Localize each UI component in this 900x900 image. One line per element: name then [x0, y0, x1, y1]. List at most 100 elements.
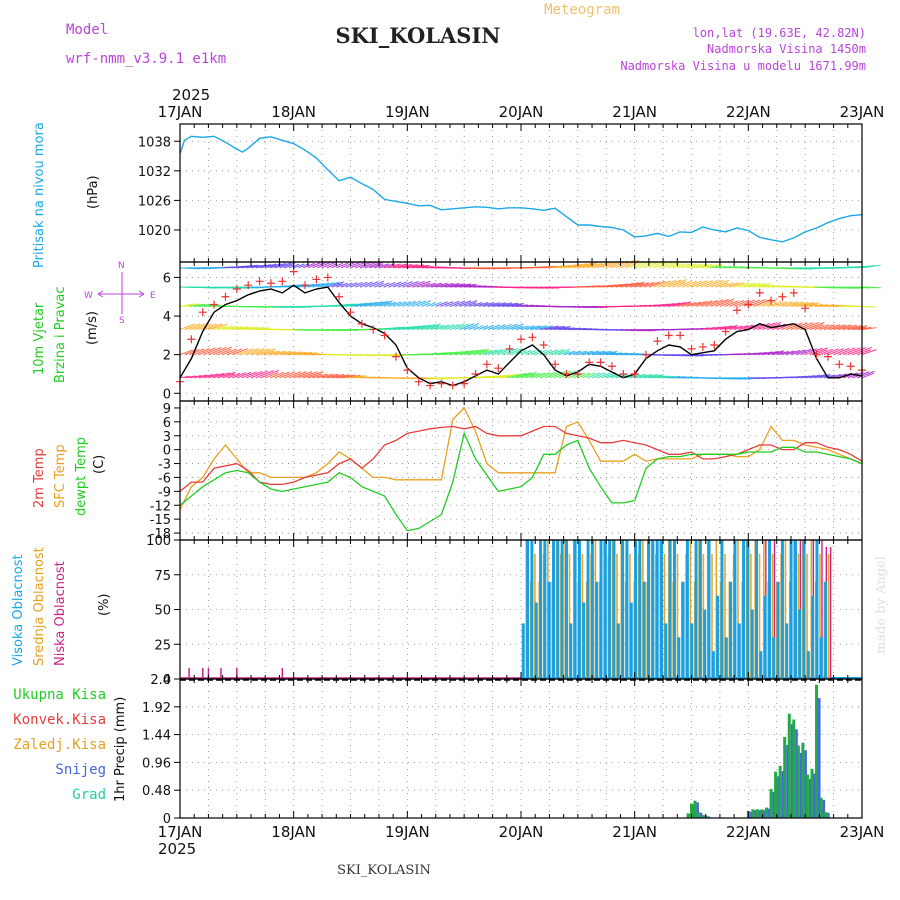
wind-barb [307, 262, 321, 269]
wind-barb [179, 323, 195, 331]
wind-barb [501, 302, 524, 307]
wind-gust-marker [812, 350, 821, 359]
precip-bar-snow [799, 752, 803, 818]
precip-bar-snow [781, 771, 785, 818]
wind-barb [752, 322, 771, 331]
wind-barb [558, 350, 570, 356]
wind-barb [231, 348, 248, 356]
wind-barb [307, 282, 325, 288]
wind-barb [582, 263, 597, 269]
y-tick-label: 0.48 [142, 784, 171, 799]
precip-bar-total [783, 736, 787, 818]
wind-barb [355, 302, 373, 307]
wind-barb [497, 373, 516, 379]
wind-barb [265, 263, 282, 269]
y-tick-label: 0 [163, 387, 171, 402]
wind-barb [227, 326, 243, 331]
wind-barb [776, 350, 789, 356]
precip-bar-total [701, 815, 705, 818]
precip-bar-snow [786, 745, 789, 818]
wind-barb [516, 371, 537, 379]
elevation-label: Nadmorska Visina 1450m [707, 42, 866, 56]
legend-hail: Grad [72, 787, 106, 803]
wind-barb [454, 350, 474, 356]
wind-barb [373, 282, 384, 288]
wind-gust-marker [653, 337, 662, 346]
cloud-panel [180, 540, 862, 679]
wind-barb [776, 301, 793, 307]
wind-barb [624, 261, 639, 269]
wind-barb [397, 264, 419, 269]
wind-barb [326, 281, 345, 288]
wind-barb [250, 264, 267, 269]
temp-ylabel-sfc: SFC Temp [53, 444, 68, 508]
wind-barb [255, 264, 272, 269]
wind-barb [364, 261, 385, 269]
wind-barb [572, 350, 588, 356]
wind-barb [179, 303, 195, 307]
wind-barb [847, 347, 867, 356]
wind-barb [236, 371, 252, 379]
wind-barb [587, 262, 603, 269]
precip-bar-total [760, 809, 764, 818]
wind-barb [445, 323, 460, 331]
meteogram-label: Meteogram [544, 2, 620, 18]
wind-ylabels: 10m Vjetar Brzina i Pravac (m/s) N S W E [32, 261, 156, 383]
wind-barb [696, 300, 713, 307]
wind-gust-marker [266, 279, 275, 288]
wind-barb [217, 325, 232, 331]
wind-barb [814, 324, 830, 331]
wind-barb [563, 350, 576, 356]
wind-gust-marker [312, 275, 321, 284]
wind-barb [842, 347, 861, 356]
model-name: wrf-nmm_v3.9.1 e1km [66, 51, 226, 67]
wind-barb [430, 301, 442, 307]
temp-unit: (C) [92, 455, 107, 474]
wind-barb [298, 371, 318, 379]
wind-barb [591, 262, 608, 269]
wind-barb [539, 325, 559, 331]
wind-barb [383, 263, 401, 269]
wind-gust-marker [357, 319, 366, 328]
wind-gust-marker [801, 304, 810, 313]
wind-barb [383, 301, 396, 307]
wind-ylabel-1: 10m Vjetar [32, 302, 47, 375]
legend-snow: Snijeg [55, 762, 106, 778]
y-tick-label: 1020 [138, 224, 171, 239]
precip-bar-snow [707, 816, 711, 818]
wind-barb [506, 347, 523, 356]
wind-barb [762, 284, 775, 288]
precip-bar-total [810, 768, 814, 818]
cloud-unit: (%) [97, 594, 112, 617]
wind-barb [402, 264, 424, 269]
precip-bar-total [769, 789, 773, 818]
wind-barb [331, 262, 344, 269]
wind-barb [800, 302, 820, 307]
wind-barb [852, 326, 866, 331]
wind-barb [449, 300, 466, 307]
wind-barb [762, 301, 777, 307]
wind-barb [279, 371, 296, 379]
wind-barb [634, 282, 649, 288]
wind-barb [284, 351, 302, 356]
wind-barb [492, 324, 506, 331]
cloud-ylabel-low: Niska Oblacnost [53, 561, 68, 666]
compass-s: S [119, 316, 125, 326]
wind-barb [212, 372, 230, 379]
wind-barb [639, 281, 655, 288]
precip-bar-total [815, 684, 819, 818]
wind-barb [748, 283, 767, 288]
wind-barb [464, 302, 477, 307]
wind-gust-marker [471, 369, 480, 378]
wind-barb [236, 326, 254, 331]
wind-barb [662, 279, 682, 288]
wind-barb [549, 349, 564, 356]
wind-barb [260, 263, 277, 269]
wind-barb [288, 371, 307, 379]
wind-gust-marker [789, 288, 798, 297]
wind-barb [227, 372, 241, 379]
x-label-bottom: 20JAN [499, 823, 544, 841]
y-tick-label: -9 [158, 485, 171, 500]
wind-barb [719, 282, 734, 288]
precip-bar-total [819, 797, 823, 818]
